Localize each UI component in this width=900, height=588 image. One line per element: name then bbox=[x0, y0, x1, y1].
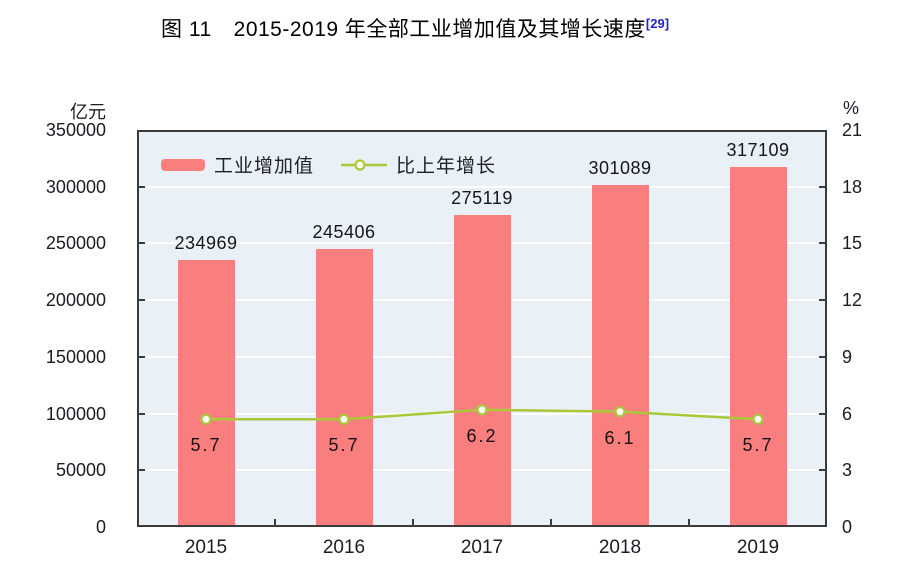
x-axis-label-2018: 2018 bbox=[598, 537, 642, 558]
growth-line bbox=[200, 404, 764, 425]
bottom-axis-tick bbox=[274, 519, 276, 527]
right-axis-tick bbox=[819, 469, 827, 472]
line-marker bbox=[614, 406, 626, 418]
bar-2019 bbox=[729, 167, 787, 527]
left-axis-label: 0 bbox=[95, 517, 106, 537]
bar-value-label: 234969 bbox=[174, 233, 238, 254]
bottom-axis-tick bbox=[412, 519, 414, 527]
bar-value-label: 301089 bbox=[588, 158, 652, 179]
line-marker bbox=[200, 413, 212, 425]
legend-line-sample bbox=[341, 158, 388, 171]
right-axis-label: 3 bbox=[842, 460, 853, 481]
figure-number: 图 11 bbox=[161, 18, 212, 41]
right-axis-tick bbox=[819, 412, 827, 415]
legend: 工业增加值 比上年增长 bbox=[161, 151, 496, 178]
x-axis-label-2015: 2015 bbox=[184, 537, 228, 558]
bar-2018 bbox=[591, 185, 649, 527]
right-axis-label: 15 bbox=[842, 233, 863, 254]
bar-value-label: 245406 bbox=[312, 221, 376, 242]
legend-line-label: 比上年增长 bbox=[396, 156, 497, 177]
bottom-axis-tick bbox=[688, 519, 690, 527]
right-axis-label: 0 bbox=[842, 517, 853, 537]
left-axis-unit: 亿元 bbox=[70, 102, 106, 122]
gridline bbox=[137, 185, 827, 188]
x-axis-label-2016: 2016 bbox=[322, 537, 366, 558]
line-value-label: 6.2 bbox=[466, 425, 498, 446]
left-axis-label: 150000 bbox=[45, 346, 106, 367]
left-axis-tick bbox=[137, 412, 145, 415]
legend-bar-swatch bbox=[161, 158, 205, 171]
left-axis-label: 200000 bbox=[45, 290, 106, 311]
line-value-label: 5.7 bbox=[190, 435, 222, 456]
right-axis-tick bbox=[819, 242, 827, 245]
x-axis-label-2017: 2017 bbox=[460, 537, 504, 558]
left-axis-label: 350000 bbox=[45, 120, 106, 140]
x-axis-label-2019: 2019 bbox=[736, 537, 780, 558]
bar-value-label: 317109 bbox=[726, 140, 790, 161]
title-text: 2015-2019 年全部工业增加值及其增长速度 bbox=[233, 18, 646, 41]
bar-2017 bbox=[453, 214, 511, 527]
right-axis-tick bbox=[819, 355, 827, 358]
legend-bar-label: 工业增加值 bbox=[214, 156, 315, 177]
line-value-label: 5.7 bbox=[742, 435, 774, 456]
right-axis-label: 12 bbox=[842, 290, 863, 311]
line-marker bbox=[752, 413, 764, 425]
right-axis-tick bbox=[819, 299, 827, 302]
footnote-ref-link[interactable]: [29] bbox=[645, 16, 670, 31]
line-value-label: 6.1 bbox=[604, 427, 636, 448]
line-marker bbox=[338, 413, 350, 425]
bar-2015 bbox=[177, 260, 235, 527]
right-axis-label: 6 bbox=[842, 403, 853, 424]
bar-value-label: 275119 bbox=[451, 187, 513, 208]
line-marker bbox=[476, 404, 488, 416]
left-axis-label: 50000 bbox=[55, 460, 106, 481]
bar-2016 bbox=[315, 248, 373, 527]
left-axis-label: 300000 bbox=[45, 176, 106, 197]
bottom-axis-tick bbox=[550, 519, 552, 527]
right-axis-label: 9 bbox=[842, 346, 853, 367]
right-axis-tick bbox=[819, 185, 827, 188]
right-axis-unit: % bbox=[843, 98, 860, 118]
left-axis-tick bbox=[137, 242, 145, 245]
left-axis-label: 100000 bbox=[45, 403, 106, 424]
left-axis-label: 250000 bbox=[45, 233, 106, 254]
chart-title: 图 11 2015-2019 年全部工业增加值及其增长速度[29] bbox=[161, 13, 669, 43]
left-axis-tick bbox=[137, 355, 145, 358]
plot-area: 工业增加值 比上年增长 234969 245406 275119 301089 3171… bbox=[137, 130, 827, 527]
left-axis-tick bbox=[137, 299, 145, 302]
line-value-label: 5.7 bbox=[328, 435, 360, 456]
left-axis-tick bbox=[137, 469, 145, 472]
right-axis-label: 18 bbox=[842, 176, 863, 197]
left-axis-tick bbox=[137, 185, 145, 188]
right-axis-label: 21 bbox=[842, 120, 863, 140]
